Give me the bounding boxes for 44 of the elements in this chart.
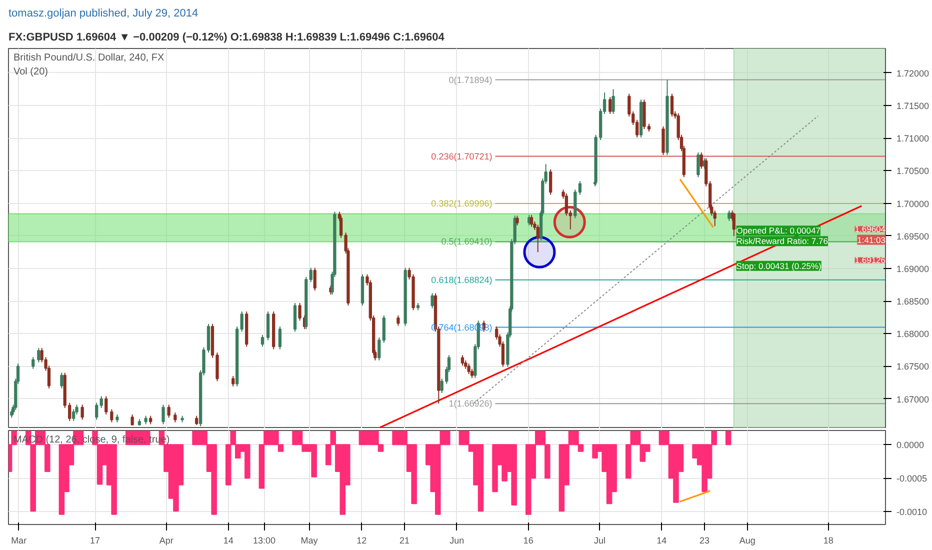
x-tick-label: 17	[90, 536, 100, 546]
chart-subtitle: FX:GBPUSD 1.69604 ▼ −0.00209 (−0.12%) O:1.69838 H:1.69839 L:1.69496 C:1.69604	[8, 32, 446, 44]
y-tick-label: 1.71500	[896, 100, 930, 111]
annotation: Vol (20)	[14, 66, 48, 78]
ref-line-label: 0.618(1.68824)	[431, 274, 492, 285]
ref-line-label: 1(1.66926)	[448, 398, 492, 409]
y-tick-label: 0.0000	[896, 440, 924, 450]
chart-title: tomasz.goljan published, July 29, 2014	[8, 8, 198, 20]
y-tick-label: 1.71000	[896, 134, 930, 144]
y-tick-label: -0.0005	[896, 474, 928, 484]
ref-line-label: 0.236(1.70721)	[431, 151, 492, 162]
x-tick-label: 13:00	[253, 536, 276, 546]
x-tick-label: 14	[656, 536, 667, 546]
annotation: Risk/Reward Ratio: 7.76	[736, 236, 828, 246]
annotation: 1.69126	[854, 255, 886, 266]
x-tick-label: 21	[400, 536, 410, 546]
x-tick-label: 23	[700, 536, 710, 546]
x-tick-label: May	[300, 536, 318, 546]
y-tick-label: 1.72000	[896, 68, 930, 78]
y-tick-label: 1.67500	[896, 362, 930, 372]
x-tick-label: 18	[823, 536, 834, 546]
x-tick-label: 12	[356, 536, 367, 546]
y-tick-label: 1.68000	[896, 329, 930, 340]
x-tick-label: Mar	[11, 536, 27, 546]
annotation: Stop: 0.00431 (0.25%)	[736, 260, 822, 271]
annotation: British Pound/U.S. Dollar, 240, FX	[14, 52, 164, 64]
x-tick-label: Jun	[450, 536, 464, 546]
y-tick-label: 1.69500	[896, 231, 930, 242]
x-tick-label: Apr	[159, 536, 174, 546]
x-tick-label: 14	[223, 536, 234, 546]
annotation: 1:41:03	[857, 234, 886, 245]
y-tick-label: 1.70500	[896, 166, 930, 176]
x-tick-label: Jul	[594, 536, 606, 546]
ref-line-label: 0.382(1.69996)	[431, 198, 492, 209]
annotation: 1.69604	[854, 224, 886, 234]
x-tick-label: 16	[523, 536, 534, 546]
y-tick-label: 1.67000	[896, 394, 930, 404]
x-tick-label: Aug	[739, 536, 756, 546]
y-tick-label: 1.69000	[896, 264, 930, 274]
y-tick-label: 1.70000	[896, 198, 930, 209]
y-tick-label: 1.68500	[896, 296, 930, 307]
ref-line-label: 0(1.71894)	[448, 74, 492, 85]
y-tick-label: -0.0010	[896, 507, 928, 518]
annotation: Opened P&L: 0.00047	[736, 226, 821, 236]
